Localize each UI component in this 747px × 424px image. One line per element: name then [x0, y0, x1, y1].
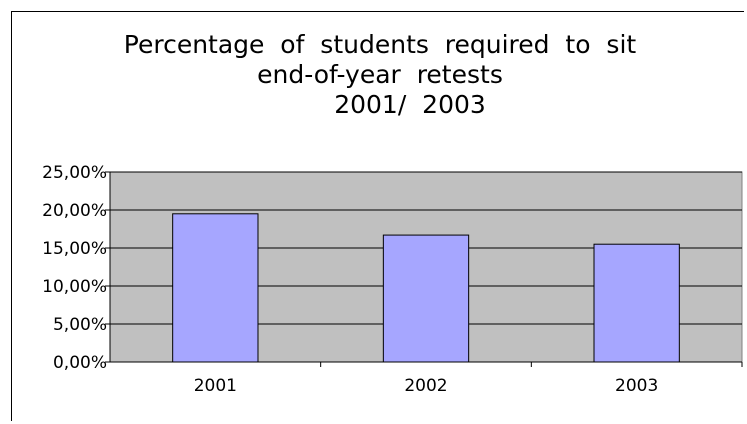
bar [172, 213, 259, 363]
chart-title-line-3: 2001/ 2003 [334, 90, 486, 119]
y-tick-label: 10,00% [42, 277, 107, 297]
x-tick-label: 2001 [194, 376, 237, 396]
bar [593, 243, 680, 363]
chart-frame [11, 11, 744, 421]
x-tick-label: 2002 [404, 376, 447, 396]
y-tick-label: 25,00% [42, 163, 107, 183]
chart-title-line-2: end-of-year retests [257, 60, 503, 89]
chart-title: Percentage of students required to sit e… [0, 30, 747, 120]
x-tick-label: 2003 [615, 376, 658, 396]
chart-title-line-1: Percentage of students required to sit [123, 30, 637, 59]
y-tick-label: 15,00% [42, 239, 107, 259]
bar [382, 234, 470, 363]
y-tick-label: 20,00% [42, 201, 107, 221]
y-tick-label: 0,00% [53, 353, 107, 373]
y-tick-label: 5,00% [53, 315, 107, 335]
